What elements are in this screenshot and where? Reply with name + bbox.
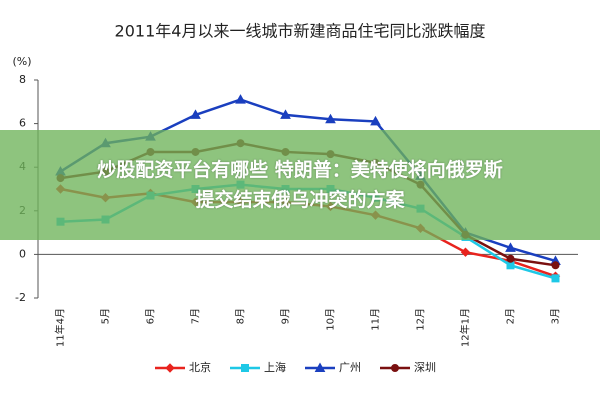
marker	[551, 274, 560, 283]
y-tick-label: -2	[15, 291, 26, 304]
marker	[505, 242, 516, 252]
legend-marker	[314, 362, 326, 372]
marker	[506, 254, 515, 263]
x-tick-label: 8月	[235, 308, 247, 324]
y-tick-label: 0	[19, 247, 26, 260]
x-tick-label: 7月	[190, 308, 202, 324]
banner-line: 提交结束俄乌冲突的方案	[195, 189, 405, 211]
marker	[190, 109, 201, 119]
x-tick-label: 3月	[550, 308, 562, 324]
x-tick-label: 5月	[100, 308, 112, 324]
banner-line: 炒股配资平台有哪些 特朗普：美特使将向俄罗斯	[97, 159, 503, 181]
marker	[280, 109, 291, 119]
x-tick-label: 9月	[280, 308, 292, 324]
chart-title: 2011年4月以来一线城市新建商品住宅同比涨跌幅度	[115, 22, 486, 41]
marker	[370, 115, 381, 126]
y-tick-label: 8	[19, 73, 26, 86]
legend-label: 北京	[189, 360, 211, 374]
legend-marker	[391, 364, 399, 372]
marker	[551, 261, 560, 270]
legend-marker	[165, 363, 175, 373]
legend-label: 深圳	[414, 361, 436, 374]
x-tick-label: 6月	[145, 308, 157, 324]
marker	[460, 247, 471, 257]
x-tick-label: 12年1月	[459, 308, 472, 347]
marker	[325, 113, 336, 124]
legend-label: 上海	[264, 360, 286, 374]
legend-label: 广州	[339, 361, 361, 374]
x-tick-label: 11月	[370, 308, 382, 331]
banner: 炒股配资平台有哪些 特朗普：美特使将向俄罗斯 提交结束俄乌冲突的方案	[0, 130, 600, 240]
marker	[506, 261, 515, 270]
y-axis-label: (%)	[12, 55, 31, 68]
y-tick-label: 6	[19, 117, 26, 130]
x-tick-label: 10月	[325, 308, 337, 331]
x-tick-label: 2月	[505, 308, 517, 324]
legend-marker	[241, 364, 249, 372]
x-tick-label: 11年4月	[54, 308, 67, 347]
marker	[235, 94, 246, 104]
x-tick-label: 12月	[415, 308, 427, 331]
